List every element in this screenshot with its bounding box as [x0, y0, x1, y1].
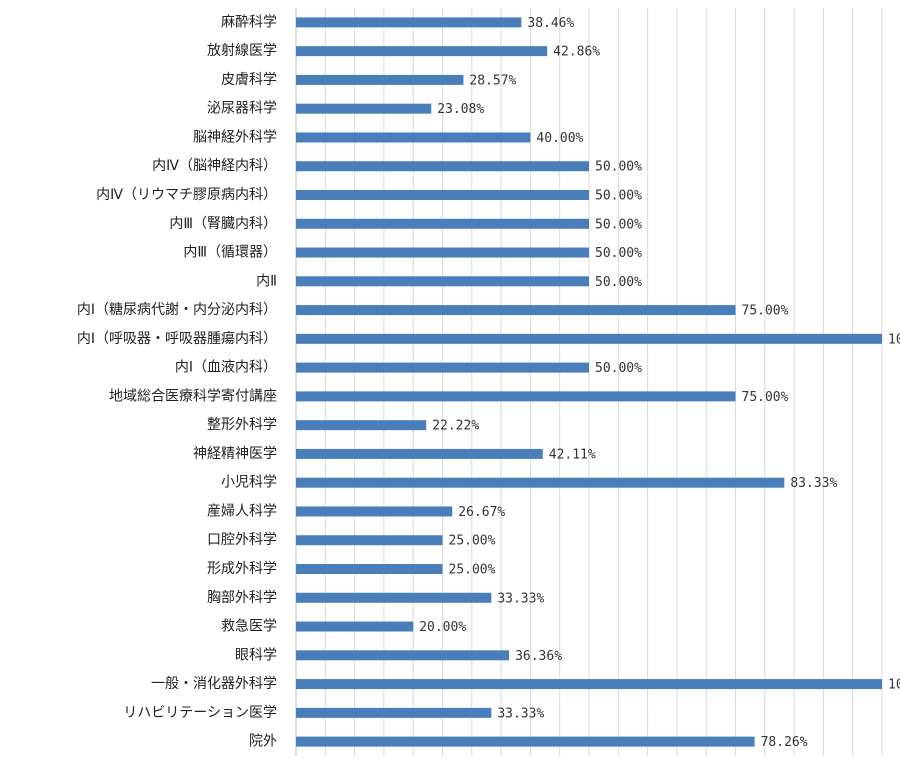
- bar: [296, 420, 427, 431]
- bar: [296, 276, 589, 287]
- value-label: 23.08%: [437, 102, 484, 117]
- bar: [296, 46, 548, 57]
- y-tick-label: 院外: [249, 734, 277, 750]
- value-label: 78.26%: [761, 735, 808, 750]
- y-tick-label: 内Ⅲ（循環器）: [183, 245, 277, 261]
- bar: [296, 17, 522, 28]
- bar: [296, 506, 453, 517]
- bar: [296, 161, 589, 172]
- y-tick-label: 放射線医学: [207, 43, 277, 59]
- value-label: 25.00%: [449, 534, 496, 549]
- value-label: 28.57%: [469, 73, 516, 88]
- y-tick-label: 口腔外科学: [207, 532, 277, 548]
- value-label: 50.00%: [595, 275, 642, 290]
- bar: [296, 650, 510, 661]
- bar: [296, 592, 492, 603]
- y-tick-label: 内Ⅱ: [256, 273, 277, 289]
- y-tick-label: 小児科学: [221, 475, 277, 491]
- bar: [296, 74, 464, 85]
- y-tick-label: 内Ⅰ（糖尿病代謝・内分泌内科）: [77, 302, 277, 318]
- bar: [296, 679, 882, 690]
- value-label: 33.33%: [497, 706, 544, 721]
- value-label: 75.00%: [742, 304, 789, 319]
- value-label: 38.46%: [527, 16, 574, 31]
- y-tick-label: 内Ⅰ（血液内科）: [175, 360, 277, 376]
- value-label: 36.36%: [515, 649, 562, 664]
- y-tick-label: リハビリテーション医学: [123, 705, 277, 721]
- y-tick-label: 内Ⅳ（脳神経内科）: [152, 158, 277, 174]
- y-tick-label: 一般・消化器外科学: [151, 676, 277, 692]
- value-label: 100.00%: [888, 332, 900, 347]
- y-tick-label: 内Ⅲ（腎臓内科）: [169, 216, 277, 232]
- y-tick-label: 整形外科学: [207, 417, 277, 433]
- y-tick-label: 脳神経外科学: [193, 129, 277, 145]
- value-label: 20.00%: [419, 620, 466, 635]
- y-tick-label: 皮膚科学: [221, 72, 277, 88]
- value-label: 100.00%: [888, 678, 900, 693]
- bar: [296, 305, 736, 316]
- value-label: 40.00%: [536, 131, 583, 146]
- bar: [296, 736, 755, 747]
- bar: [296, 391, 736, 402]
- y-tick-label: 産婦人科学: [207, 502, 277, 519]
- bar: [296, 190, 589, 200]
- bar: [296, 707, 492, 718]
- bar: [296, 103, 432, 114]
- bar: [296, 132, 531, 143]
- y-tick-label: 救急医学: [221, 619, 277, 635]
- y-tick-label: 神経精神医学: [193, 446, 277, 462]
- value-label: 33.33%: [497, 591, 544, 606]
- bar: [296, 247, 589, 258]
- value-label: 25.00%: [449, 563, 496, 578]
- y-tick-label: 形成外科学: [207, 561, 277, 577]
- value-label: 26.67%: [458, 505, 505, 520]
- y-tick-label: 眼科学: [235, 647, 277, 663]
- bar: [296, 362, 589, 373]
- y-tick-label: 地域総合医療科学寄付講座: [109, 387, 277, 404]
- value-label: 75.00%: [742, 390, 789, 405]
- value-label: 42.11%: [549, 447, 596, 462]
- y-tick-label: 麻酔科学: [221, 14, 277, 30]
- value-label: 50.00%: [595, 217, 642, 232]
- bar: [296, 477, 785, 488]
- value-label: 50.00%: [595, 160, 642, 175]
- bar: [296, 621, 414, 632]
- value-label: 50.00%: [595, 361, 642, 376]
- bar: [296, 564, 443, 574]
- value-label: 42.86%: [553, 45, 600, 60]
- y-tick-label: 泌尿器科学: [207, 101, 277, 117]
- value-label: 83.33%: [790, 476, 837, 491]
- value-label: 50.00%: [595, 246, 642, 261]
- bar: [296, 218, 589, 229]
- bar: [296, 333, 882, 344]
- y-tick-label: 内Ⅰ（呼吸器・呼吸器腫瘍内科）: [77, 330, 277, 347]
- bar: [296, 448, 543, 459]
- bar: [296, 535, 443, 546]
- value-label: 22.22%: [432, 419, 479, 434]
- y-tick-label: 胸部外科学: [207, 590, 277, 606]
- y-tick-label: 内Ⅳ（リウマチ膠原病内科）: [96, 187, 277, 203]
- value-label: 50.00%: [595, 189, 642, 204]
